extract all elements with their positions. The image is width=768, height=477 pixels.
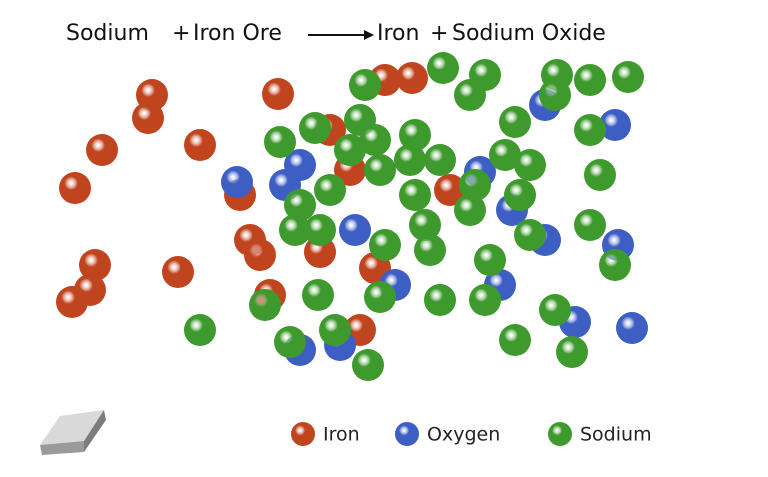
particle [612,61,644,93]
arrow-head [364,30,374,40]
particle [399,179,431,211]
particle [427,52,459,84]
particle [489,139,521,171]
particle [339,214,371,246]
particle [454,194,486,226]
particle [514,219,546,251]
particle [474,244,506,276]
legend-label: Iron [323,424,360,446]
particle [184,129,216,161]
reactant: Sodium [66,21,149,46]
particle [396,62,428,94]
particle [59,172,91,204]
legend-swatch [548,422,572,446]
particle [262,78,294,110]
ingot-top [40,410,104,445]
particle [304,214,336,246]
particle [284,189,316,221]
particle [424,284,456,316]
particle [599,249,631,281]
particle [319,314,351,346]
particle [299,112,331,144]
reactant: Iron Ore [193,21,282,46]
particle [424,144,456,176]
particle [574,114,606,146]
particle [414,234,446,266]
particle [352,349,384,381]
particle [394,144,426,176]
particle [434,174,466,206]
particle [162,256,194,288]
plus: + [430,21,448,46]
particle [86,134,118,166]
particle [264,126,296,158]
particle [184,314,216,346]
particle [249,289,281,321]
particle [599,109,631,141]
particle [79,249,111,281]
ingot-front [40,441,84,455]
particle [574,209,606,241]
product: Sodium Oxide [452,21,606,46]
product: Iron [377,21,419,46]
legend: Iron Oxygen Sodium [291,422,652,446]
equation: Sodium + Iron Ore Iron + Sodium Oxide [66,21,606,46]
particle [539,79,571,111]
particle [132,102,164,134]
particle [499,106,531,138]
particle [302,279,334,311]
particle [514,149,546,181]
particle [284,149,316,181]
particle [314,174,346,206]
particle [56,286,88,318]
particle [279,214,311,246]
legend-label: Sodium [580,424,652,446]
particle [274,326,306,358]
particle [539,294,571,326]
particle [364,281,396,313]
particle [469,284,501,316]
legend-label: Oxygen [427,424,500,446]
particle [409,209,441,241]
particle [221,166,253,198]
plus: + [172,21,190,46]
particle [244,239,276,271]
legend-swatch [395,422,419,446]
particle [574,64,606,96]
particle [399,119,431,151]
particle [556,336,588,368]
particle [364,154,396,186]
particle [459,169,491,201]
particle [616,312,648,344]
particles [56,52,648,381]
particle [504,179,536,211]
ingot-side [84,410,106,452]
particle [349,69,381,101]
legend-swatch [291,422,315,446]
particle [334,134,366,166]
particle [369,229,401,261]
particle [499,324,531,356]
particle [454,79,486,111]
ingot-icon [40,410,106,455]
particle [584,159,616,191]
particle [359,124,391,156]
particle [304,236,336,268]
